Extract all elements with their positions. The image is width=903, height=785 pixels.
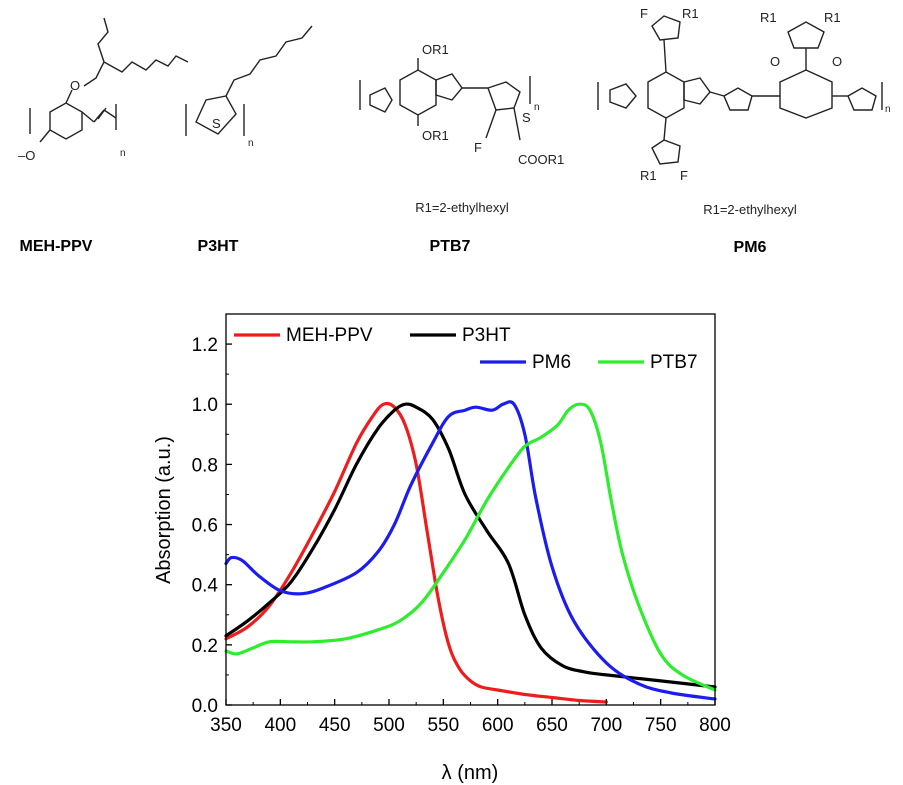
structure-name-p3ht: P3HT [198, 238, 239, 255]
pm6-r1-bottom-label: R1 [640, 168, 657, 183]
ptb7-fluorine-label: F [474, 140, 482, 155]
x-tick-label: 450 [319, 715, 351, 736]
ptb7-or1-top-label: OR1 [422, 42, 449, 57]
p3ht-n-label: n [248, 138, 254, 149]
pm6-r1-bdd-right-label: R1 [824, 10, 841, 25]
ptb7-or1-bottom-label: OR1 [422, 128, 449, 143]
x-tick-label: 700 [590, 715, 622, 736]
y-tick-label: 0.6 [192, 516, 218, 537]
ptb7-sulfur-label: S [522, 110, 531, 125]
y-tick-label: 0.2 [192, 636, 218, 657]
absorption-chart: 350 400 450 500 550 600 650 700 750 800 0.0 0.2 0.4 0… [153, 313, 731, 784]
structure-p3ht: S n P3HT [185, 25, 313, 255]
p3ht-sulfur-label: S [212, 116, 221, 131]
x-tick-label: 750 [645, 715, 677, 736]
structure-name-ptb7: PTB7 [430, 238, 471, 255]
legend-label-ptb7: PTB7 [650, 352, 698, 373]
legend-label-p3ht: P3HT [462, 325, 511, 346]
structure-meh-ppv: O –O n MEH-PPV [18, 17, 189, 255]
pm6-oxygen-left-label: O [770, 54, 780, 69]
pm6-benzodithiophene-core [647, 71, 685, 119]
structure-ptb7: OR1 OR1 S F COOR1 n R1=2-ethylhexyl PTB7 [359, 42, 564, 255]
pm6-r1-bdd-left-label: R1 [760, 10, 777, 25]
series-line-meh-ppv [224, 401, 608, 704]
ptb7-benzodithiophene-core [399, 69, 437, 116]
pm6-r1-top-label: R1 [682, 6, 699, 21]
x-tick-label: 350 [210, 715, 242, 736]
y-tick-label: 0.4 [192, 576, 219, 597]
ptb7-ester-label: COOR1 [518, 152, 564, 167]
y-tick-label: 1.2 [192, 335, 218, 356]
pm6-fluorine-bottom-label: F [680, 168, 688, 183]
structure-name-pm6: PM6 [734, 239, 767, 256]
x-tick-label: 600 [482, 715, 514, 736]
plot-frame [225, 313, 716, 706]
pm6-n-label: n [885, 104, 891, 115]
x-tick-label: 800 [699, 715, 731, 736]
series-line-p3ht [224, 402, 717, 689]
x-tick-label: 500 [373, 715, 405, 736]
p3ht-thiophene-ring [195, 95, 237, 135]
legend: MEH-PPV P3HT PM6 PTB7 [234, 325, 698, 373]
x-tick-label: 650 [536, 715, 568, 736]
pm6-thiophene-mid [723, 87, 753, 111]
axis-ticks: 350 400 450 500 550 600 650 700 750 800 0.0 0.2 0.4 0… [192, 313, 731, 736]
y-tick-label: 1.0 [192, 395, 218, 416]
legend-label-meh-ppv: MEH-PPV [286, 325, 373, 346]
x-axis-label: λ (nm) [442, 762, 499, 784]
pm6-bdd-thiophene [787, 21, 825, 49]
ptb7-n-label: n [534, 102, 540, 113]
y-axis-label: Absorption (a.u.) [153, 436, 175, 584]
pm6-bdd-core [779, 69, 833, 119]
series-line-ptb7 [224, 402, 717, 692]
pm6-r1-definition: R1=2-ethylhexyl [703, 202, 797, 217]
pm6-fluorine-top-label: F [640, 6, 648, 21]
x-tick-label: 550 [427, 715, 459, 736]
y-tick-label: 0.8 [192, 455, 218, 476]
x-tick-label: 400 [264, 715, 296, 736]
ptb7-r1-definition: R1=2-ethylhexyl [415, 200, 509, 215]
pm6-thiophene-top [651, 15, 681, 41]
pm6-thiophene-bottom [651, 139, 681, 165]
meh-ppv-methoxy-label: –O [18, 148, 35, 163]
pm6-oxygen-right-label: O [832, 54, 842, 69]
meh-ppv-oxygen-label: O [70, 78, 80, 93]
series-lines [224, 400, 717, 704]
chemical-structures: O –O n MEH-PPV S n P3HT [18, 6, 891, 256]
structure-name-meh-ppv: MEH-PPV [20, 238, 93, 255]
structure-pm6: F R1 R1 F R1 R1 O O n R1=2-ethylhexyl PM… [597, 6, 891, 256]
series-line-pm6 [224, 400, 717, 701]
meh-ppv-benzene-ring [49, 102, 83, 140]
pm6-thiophene-end [847, 87, 877, 111]
legend-label-pm6: PM6 [532, 352, 571, 373]
ptb7-thienothiophene [487, 81, 521, 111]
meh-ppv-n-label: n [120, 148, 126, 159]
y-tick-label: 0.0 [192, 696, 218, 717]
